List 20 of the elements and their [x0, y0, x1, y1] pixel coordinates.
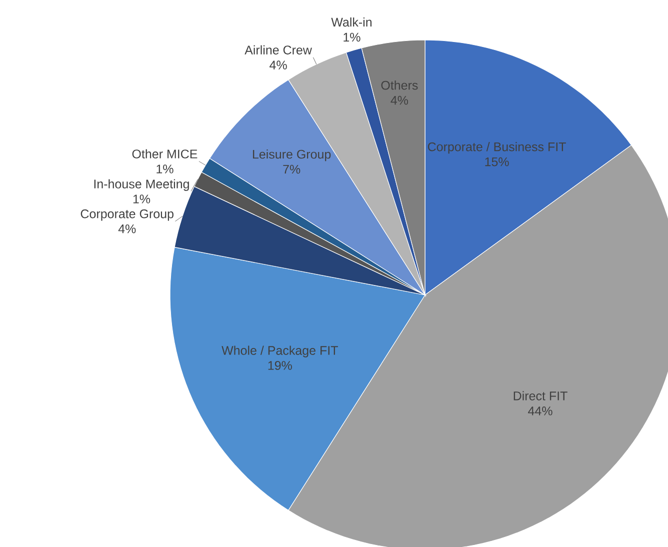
- data-label: 4%: [270, 60, 287, 70]
- data-label: 1%: [133, 194, 150, 204]
- data-label: 7%: [283, 164, 300, 174]
- slice-label: In-house Meeting: [94, 179, 189, 191]
- slice-label: Airline Crew: [244, 45, 312, 54]
- data-label: 44%: [528, 406, 552, 416]
- data-label: 1%: [156, 164, 174, 174]
- slice-label: Direct FIT: [514, 391, 568, 400]
- slice-label: Corporate Group: [80, 209, 174, 221]
- data-label: 4%: [390, 96, 408, 105]
- slice-label: Other MICE: [132, 149, 198, 158]
- slice-label: Whole / Package FIT: [222, 346, 338, 358]
- slice-label: Corporate / Business FIT: [428, 142, 566, 154]
- data-label: 19%: [268, 361, 292, 370]
- data-label: 1%: [344, 32, 360, 42]
- data-label: 4%: [118, 224, 136, 234]
- slice-label: Walk-in: [331, 17, 372, 27]
- slice-label: Others: [381, 80, 418, 90]
- data-label: 15%: [485, 157, 509, 166]
- slice-label: Leisure Group: [252, 149, 331, 162]
